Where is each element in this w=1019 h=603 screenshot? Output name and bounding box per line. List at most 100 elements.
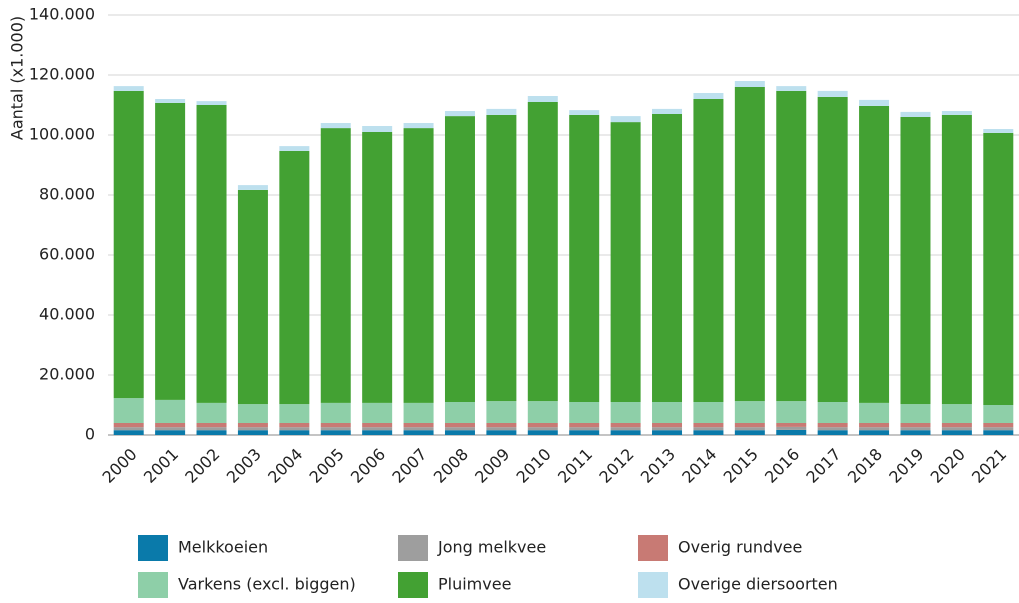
bar-segment	[693, 99, 724, 402]
bar-segment	[362, 402, 393, 423]
x-tick-label: 2017	[802, 445, 844, 487]
y-tick-label: 0	[85, 425, 95, 444]
bar-segment	[652, 114, 683, 402]
bar-segment	[403, 402, 434, 423]
bar-segment	[155, 99, 186, 103]
bar-segment	[196, 430, 227, 435]
bar-segment	[403, 430, 434, 435]
bar-segment	[776, 426, 807, 430]
bar-segment	[817, 96, 848, 403]
bar-segment	[527, 423, 558, 428]
bar-segment	[734, 87, 765, 402]
bar-segment	[817, 427, 848, 431]
bar-segment	[279, 404, 310, 423]
legend-swatch	[138, 572, 168, 598]
bar-segment	[941, 114, 972, 405]
legend-swatch	[138, 535, 168, 561]
bar-segment	[320, 402, 351, 423]
bar-segment	[652, 402, 683, 423]
x-tick-label: 2019	[885, 445, 927, 487]
bar-segment	[734, 401, 765, 423]
legend-swatch	[638, 535, 668, 561]
y-tick-label: 120.000	[29, 65, 95, 84]
x-tick-label: 2002	[181, 445, 223, 487]
bar-segment	[569, 423, 600, 428]
bar-segment	[486, 108, 517, 115]
bar-segment	[610, 116, 641, 123]
bar-segment	[113, 86, 144, 91]
x-tick-label: 2020	[927, 445, 969, 487]
bar-segment	[527, 427, 558, 431]
bar-segment	[776, 429, 807, 435]
bar-segment	[983, 405, 1014, 423]
bar-segment	[486, 423, 517, 428]
bar-segment	[155, 430, 186, 435]
bar-segment	[817, 423, 848, 428]
bar-segment	[569, 114, 600, 403]
bar-segment	[569, 430, 600, 435]
bar-segment	[900, 427, 931, 431]
bar-segment	[900, 423, 931, 428]
bar-segment	[237, 404, 268, 423]
x-tick-label: 2001	[140, 445, 182, 487]
bar-segment	[196, 105, 227, 403]
bar-segment	[859, 105, 890, 403]
bar-segment	[652, 108, 683, 114]
bar-segment	[403, 427, 434, 431]
y-tick-label: 40.000	[39, 305, 95, 324]
y-tick-label: 60.000	[39, 245, 95, 264]
bar-segment	[983, 423, 1014, 428]
bar-segment	[859, 423, 890, 428]
bar-segment	[155, 399, 186, 423]
bar-segment	[693, 423, 724, 428]
bar-segment	[941, 427, 972, 431]
x-tick-label: 2005	[306, 445, 348, 487]
bar-segment	[320, 128, 351, 403]
x-tick-label: 2010	[513, 445, 555, 487]
bar-segment	[900, 404, 931, 423]
bar-segment	[196, 423, 227, 428]
bar-segment	[237, 430, 268, 435]
bar-segment	[610, 122, 641, 402]
bar-segment	[320, 123, 351, 129]
bar-segment	[444, 116, 475, 402]
bar-segment	[196, 402, 227, 423]
bar-segment	[320, 430, 351, 435]
bar-segment	[527, 430, 558, 435]
bar-segment	[237, 427, 268, 431]
x-tick-label: 2018	[844, 445, 886, 487]
bar-segment	[983, 132, 1014, 405]
bar-segment	[610, 427, 641, 431]
legend-label: Jong melkvee	[437, 538, 546, 557]
bar-segment	[693, 93, 724, 99]
bar-segment	[444, 402, 475, 423]
bar-segment	[362, 132, 393, 403]
legend-swatch	[398, 572, 428, 598]
bar-segment	[403, 123, 434, 129]
bar-segment	[486, 114, 517, 402]
x-tick-label: 2007	[388, 445, 430, 487]
bar-segment	[155, 423, 186, 428]
bar-segment	[403, 128, 434, 403]
bar-segment	[444, 427, 475, 431]
legend-label: Melkkoeien	[178, 538, 268, 557]
bar-segment	[776, 401, 807, 423]
bar-segment	[279, 146, 310, 151]
bar-segment	[941, 404, 972, 423]
bar-segment	[320, 427, 351, 431]
y-tick-label: 20.000	[39, 365, 95, 384]
x-tick-label: 2006	[347, 445, 389, 487]
bar-segment	[155, 102, 186, 400]
bar-segment	[941, 423, 972, 428]
bar-segment	[569, 402, 600, 423]
bar-segment	[237, 189, 268, 405]
bar-segment	[983, 427, 1014, 431]
bar-segment	[983, 430, 1014, 435]
legend-label: Overig rundvee	[678, 538, 802, 557]
bar-segment	[652, 430, 683, 435]
bar-segment	[527, 102, 558, 402]
legend-label: Varkens (excl. biggen)	[178, 575, 356, 594]
bar-segment	[113, 398, 144, 423]
y-axis-label: Aantal (x1.000)	[8, 16, 27, 140]
